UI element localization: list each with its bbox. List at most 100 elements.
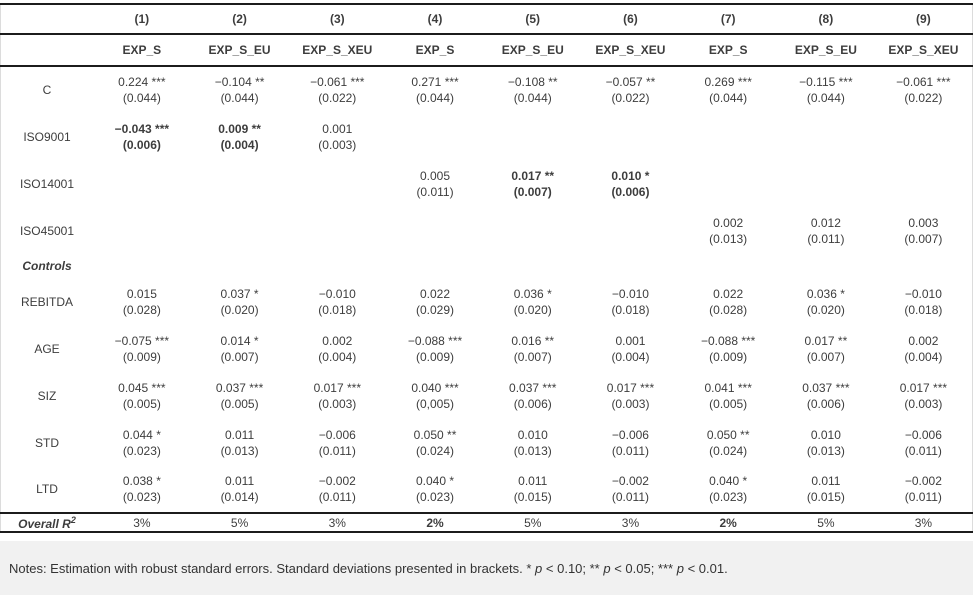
coefficient-cell (288, 160, 386, 207)
coefficient-cell: −0.002 (0.011) (582, 466, 680, 513)
coefficient-value: 0.037 *** (509, 380, 557, 395)
row-label: ISO9001 (23, 129, 71, 144)
coefficient-cell: 0.017 *** (0.003) (582, 372, 680, 419)
standard-error: (0.029) (416, 302, 455, 317)
coefficient-value: −0.088 *** (700, 333, 756, 348)
standard-error: (0.018) (904, 302, 943, 317)
coefficient-cell: 0.001 (0.004) (582, 325, 680, 372)
r-squared-value: 5% (777, 512, 875, 533)
coefficient-value: 0.011 (518, 474, 548, 488)
coefficient-cell: 0.016 ** (0.007) (484, 325, 582, 372)
standard-error: (0.044) (122, 91, 161, 105)
standard-error: (0.044) (513, 91, 552, 105)
standard-error: (0.013) (806, 443, 845, 458)
coefficient-value: 0.014 * (220, 333, 259, 348)
standard-error: (0.006) (611, 184, 650, 199)
coefficient-value: 0.002 (322, 333, 353, 348)
coefficient-cell (93, 160, 191, 207)
standard-error: (0.013) (709, 231, 748, 246)
coefficient-value: 0.003 (908, 215, 939, 230)
standard-error: (0.004) (220, 137, 259, 152)
overall-r2-superscript: 2 (70, 514, 76, 525)
r-squared-value: 2% (386, 512, 484, 533)
standard-error: (0.020) (513, 302, 552, 317)
notes-p-symbol: p (535, 561, 543, 576)
coefficient-cell: 0.015 (0.028) (93, 278, 191, 325)
coefficient-cell: 0.003 (0.007) (875, 207, 973, 254)
coefficient-cell: 0.038 * (0.023) (93, 466, 191, 513)
standard-error: (0.009) (709, 349, 748, 364)
coefficient-value: 0.002 (713, 215, 744, 230)
coefficient-value: 0.015 (126, 286, 157, 301)
standard-error: (0.022) (318, 91, 357, 105)
coefficient-cell: −0.002 (0.011) (288, 466, 386, 513)
standard-error: (0.024) (709, 443, 748, 458)
standard-error: (0.013) (513, 443, 552, 458)
coefficient-cell (386, 113, 484, 160)
coefficient-cell: −0.010 (0.018) (288, 278, 386, 325)
row-label: AGE (34, 341, 60, 356)
coefficient-cell: 0.044 * (0.023) (93, 419, 191, 466)
col-number-header: (5) (483, 3, 582, 35)
coefficient-value: −0.075 *** (114, 333, 170, 348)
col-number-header: (9) (874, 3, 973, 35)
standard-error: (0.007) (513, 184, 552, 199)
r-squared-value: 2% (679, 512, 778, 533)
r-squared-value: 3% (581, 512, 680, 533)
dependent-variable-header: EXP_S_EU (777, 34, 875, 67)
coefficient-cell (679, 160, 777, 207)
coefficient-cell (288, 207, 386, 254)
coefficient-cell: 0.005 (0.011) (386, 160, 484, 207)
coefficient-value: −0.061 *** (310, 75, 365, 89)
coefficient-value: 0.037 *** (215, 380, 264, 395)
coefficient-cell: 0.271 *** (0.044) (386, 66, 484, 113)
coefficient-value: −0.002 (318, 474, 356, 488)
coefficient-cell: −0.088 *** (0.009) (386, 325, 484, 372)
coefficient-cell: 0.224 *** (0.044) (93, 66, 191, 113)
standard-error: (0.023) (122, 490, 161, 504)
standard-error: (0.009) (122, 349, 161, 364)
standard-error: (0.004) (318, 349, 357, 364)
variable-row: ISO14001 0.005 (0.011) 0.017 ** (0.007) 0.010… (1, 160, 973, 207)
variable-row: STD 0.044 * (0.023) 0.011 (0.013) −0.006 (0.01… (1, 419, 973, 466)
coefficient-value: −0.006 (904, 427, 942, 442)
coefficient-value: 0.050 ** (413, 427, 457, 442)
coefficient-cell: 0.011 (0.013) (191, 419, 289, 466)
coefficient-cell: 0.009 ** (0.004) (191, 113, 289, 160)
standard-error: (0.011) (416, 184, 454, 199)
coefficient-value: 0.040 *** (411, 380, 459, 395)
coefficient-cell: 0.036 * (0.020) (777, 278, 875, 325)
coefficient-cell: −0.088 *** (0.009) (679, 325, 777, 372)
coefficient-cell (191, 207, 289, 254)
coefficient-cell: 0.011 (0.015) (484, 466, 582, 513)
standard-error: (0,005) (416, 396, 455, 411)
coefficient-value: 0.017 ** (511, 168, 555, 183)
standard-error: (0.023) (416, 490, 455, 504)
dependent-variable-header: EXP_S_XEU (581, 34, 680, 67)
coefficient-value: 0.009 ** (218, 121, 261, 136)
row-label: Controls (22, 259, 72, 273)
coefficient-cell: 0.040 * (0.023) (679, 466, 777, 513)
col-number-header: (4) (386, 3, 484, 35)
coefficient-value: −0.002 (611, 474, 649, 488)
standard-error: (0.005) (122, 396, 161, 411)
standard-error: (0.015) (806, 490, 845, 504)
variable-row: C 0.224 *** (0.044) −0.104 ** (0.044) −0.061 … (1, 66, 973, 113)
footer-row: Overall R2 3% 5% 3% 2% 5% 3% 2% 5% 3% (0, 512, 973, 533)
standard-error: (0.011) (611, 490, 650, 504)
coefficient-value: −0.057 ** (605, 75, 656, 89)
coefficient-value: 0.037 *** (802, 380, 850, 395)
coefficient-cell: 0.050 ** (0.024) (386, 419, 484, 466)
variable-row: ISO45001 0.002 (0.013) 0.012 (0.011) 0.003 (0.… (1, 207, 973, 254)
coefficient-value: 0.011 (225, 474, 255, 488)
coefficient-value: 0.269 *** (704, 75, 752, 89)
coefficient-value: 0.017 *** (313, 380, 361, 395)
r-squared-value: 3% (288, 512, 387, 533)
coefficient-value: 0.036 * (806, 286, 845, 301)
dependent-variable-header: EXP_S (679, 34, 778, 67)
notes-text: < 0.10; ** (542, 561, 604, 576)
coefficient-value: 0.037 * (220, 286, 259, 301)
standard-error: (0.044) (806, 91, 845, 105)
coefficient-cell (582, 113, 680, 160)
section-spacer (93, 254, 973, 278)
